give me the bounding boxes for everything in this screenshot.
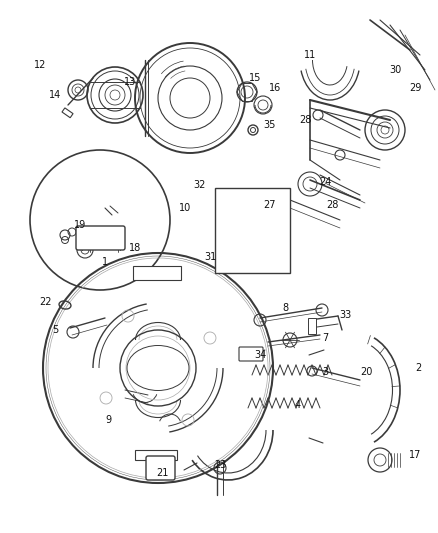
Text: 22: 22 <box>39 297 51 307</box>
Text: 32: 32 <box>194 180 206 190</box>
Text: 19: 19 <box>74 220 86 230</box>
FancyBboxPatch shape <box>76 226 125 250</box>
Text: 3: 3 <box>322 367 328 377</box>
Text: 5: 5 <box>52 325 58 335</box>
Text: 24: 24 <box>319 177 331 187</box>
Text: 1: 1 <box>102 257 108 267</box>
Text: 28: 28 <box>326 200 338 210</box>
Text: 18: 18 <box>129 243 141 253</box>
Text: 33: 33 <box>339 310 351 320</box>
Text: 16: 16 <box>269 83 281 93</box>
Text: 17: 17 <box>409 450 421 460</box>
Text: 23: 23 <box>214 460 226 470</box>
Text: 21: 21 <box>156 468 168 478</box>
Text: 31: 31 <box>204 252 216 262</box>
Bar <box>308 318 316 334</box>
Text: 12: 12 <box>34 60 46 70</box>
Text: 35: 35 <box>264 120 276 130</box>
Text: 15: 15 <box>249 73 261 83</box>
Text: 10: 10 <box>179 203 191 213</box>
Text: 13: 13 <box>124 77 136 87</box>
Text: 14: 14 <box>49 90 61 100</box>
Text: 2: 2 <box>415 363 421 373</box>
Text: 27: 27 <box>264 200 276 210</box>
Text: 29: 29 <box>409 83 421 93</box>
Bar <box>133 266 181 280</box>
Bar <box>62 108 73 118</box>
FancyBboxPatch shape <box>239 347 263 361</box>
Text: 8: 8 <box>282 303 288 313</box>
FancyBboxPatch shape <box>146 456 175 480</box>
Text: 28: 28 <box>299 115 311 125</box>
Text: 4: 4 <box>295 400 301 410</box>
Text: 7: 7 <box>322 333 328 343</box>
Bar <box>215 188 290 273</box>
Text: 9: 9 <box>105 415 111 425</box>
Text: 30: 30 <box>389 65 401 75</box>
Text: 20: 20 <box>360 367 372 377</box>
Text: 11: 11 <box>304 50 316 60</box>
Text: 34: 34 <box>254 350 266 360</box>
Bar <box>135 450 177 460</box>
